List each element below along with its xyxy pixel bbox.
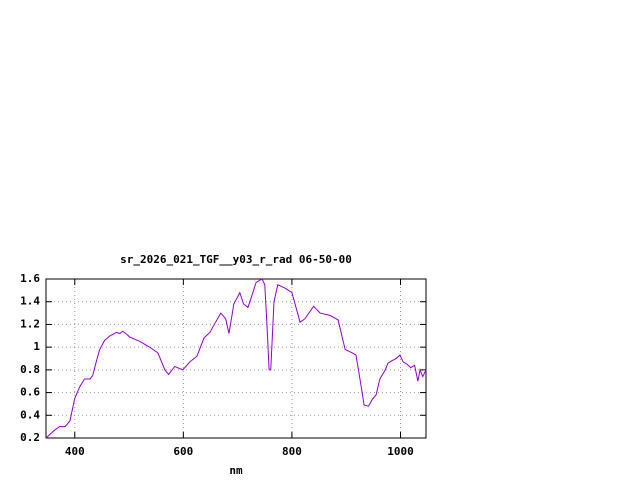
x-tick-label: 800 bbox=[282, 445, 302, 458]
plot-border bbox=[45, 278, 427, 439]
y-tick-label: 0.4 bbox=[20, 408, 40, 421]
x-tick-label: 600 bbox=[173, 445, 193, 458]
y-tick-label: 0.2 bbox=[20, 431, 40, 444]
chart-title: sr_2026_021_TGF__y03_r_rad 06-50-00 bbox=[120, 253, 352, 266]
y-tick-label: 1.4 bbox=[20, 295, 40, 308]
y-tick-label: 0.8 bbox=[20, 363, 40, 376]
x-tick-label: 1000 bbox=[387, 445, 414, 458]
data-line bbox=[45, 278, 427, 439]
y-tick-label: 1.2 bbox=[20, 317, 40, 330]
x-tick-label: 400 bbox=[65, 445, 85, 458]
y-tick-label: 1 bbox=[33, 340, 40, 353]
x-axis-label: nm bbox=[229, 464, 243, 477]
y-tick-label: 1.6 bbox=[20, 272, 40, 285]
y-tick-label: 0.6 bbox=[20, 386, 40, 399]
